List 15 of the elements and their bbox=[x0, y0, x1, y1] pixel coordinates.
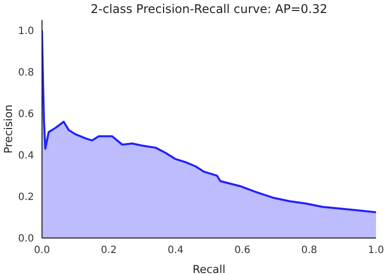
y-tick-label: 0.0 bbox=[18, 234, 34, 245]
x-tick-label: 1.0 bbox=[368, 245, 384, 256]
chart-title: 2-class Precision-Recall curve: AP=0.32 bbox=[90, 2, 328, 16]
x-tick-label: 0.8 bbox=[301, 245, 318, 256]
y-axis-title: Precision bbox=[2, 104, 15, 154]
x-tick-label: 0.0 bbox=[34, 245, 50, 256]
x-tick-label: 0.6 bbox=[234, 245, 250, 256]
y-tick-label: 0.6 bbox=[18, 108, 34, 120]
y-tick-label: 1.0 bbox=[18, 26, 34, 37]
y-tick-label: 0.2 bbox=[18, 192, 34, 204]
x-tick-label: 0.2 bbox=[100, 245, 117, 256]
y-tick-label: 0.8 bbox=[18, 67, 34, 78]
x-tick-label: 0.4 bbox=[168, 245, 184, 256]
x-axis-title: Recall bbox=[192, 263, 226, 275]
y-tick-label: 0.4 bbox=[18, 150, 34, 162]
